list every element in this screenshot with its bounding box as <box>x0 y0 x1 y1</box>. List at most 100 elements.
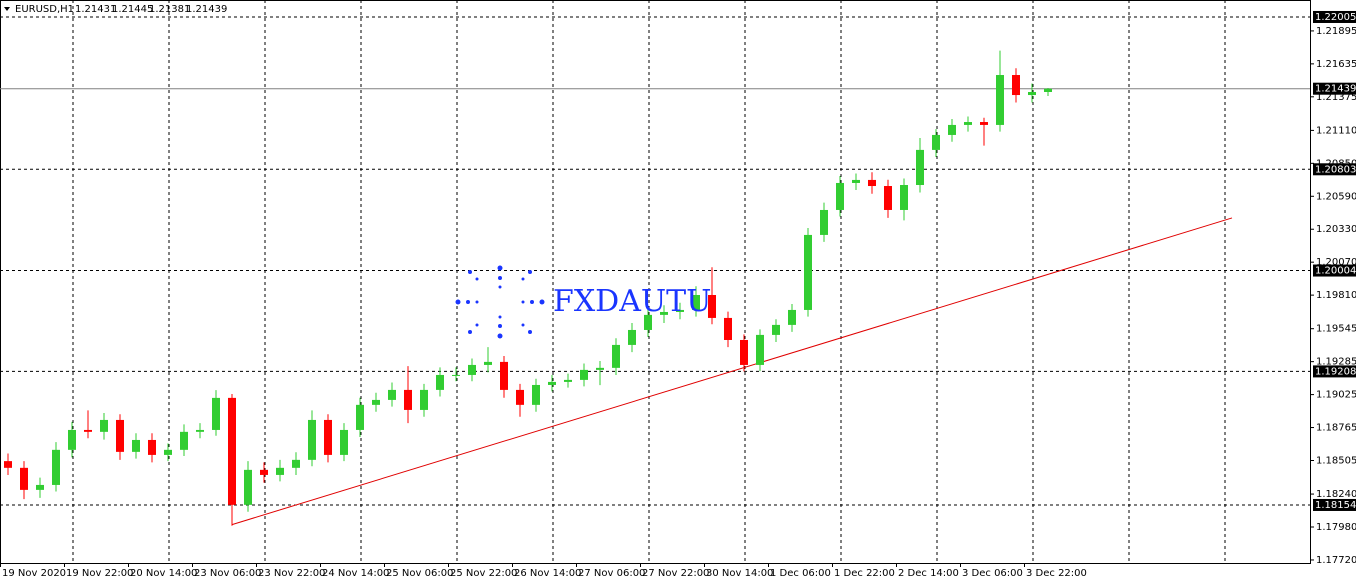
candle-body <box>628 329 636 345</box>
x-tick-label: 23 Nov 22:00 <box>258 568 325 579</box>
x-tick-label: 3 Dec 22:00 <box>1026 568 1087 579</box>
x-tick-label: 24 Nov 14:00 <box>322 568 389 579</box>
candle-body <box>836 182 844 210</box>
candle-body <box>884 186 892 210</box>
watermark: FXDAUTU <box>553 284 711 319</box>
candle-body <box>468 364 476 375</box>
candle-body <box>20 467 28 490</box>
candle-body <box>36 484 44 490</box>
x-tick-label: 19 Nov 2020 <box>2 568 66 579</box>
watermark-logo <box>455 265 545 339</box>
x-tick-label: 3 Dec 06:00 <box>962 568 1023 579</box>
candle-body <box>308 419 316 460</box>
candle-body <box>484 361 492 365</box>
bid-label-box <box>1313 82 1356 95</box>
level-label-box <box>1313 264 1356 277</box>
level-label-box <box>1313 365 1356 378</box>
candle-body <box>564 379 572 382</box>
header: EURUSD,H1 1.21431 1.21445 1.21381 1.2143… <box>4 4 227 15</box>
candle-body <box>580 369 588 380</box>
candle-body <box>100 419 108 432</box>
level-label: 1.19208 <box>1315 366 1356 377</box>
x-tick-label: 20 Nov 14:00 <box>130 568 197 579</box>
bid-label: 1.21439 <box>1315 84 1356 95</box>
candle-body <box>212 397 220 430</box>
candle-body <box>964 122 972 125</box>
quote-low: 1.21381 <box>149 4 190 15</box>
y-tick-label: 1.18505 <box>1316 455 1356 466</box>
candle-body <box>4 461 12 468</box>
candle-body <box>772 324 780 335</box>
y-tick-label: 1.18765 <box>1316 423 1356 434</box>
candle-body <box>388 389 396 400</box>
candle-body <box>116 419 124 452</box>
y-tick-label: 1.20590 <box>1316 191 1356 202</box>
candle-body <box>260 469 268 475</box>
x-tick-label: 2 Dec 14:00 <box>898 568 959 579</box>
y-tick-label: 1.20330 <box>1316 224 1356 235</box>
level-label: 1.20803 <box>1315 164 1356 175</box>
candle-body <box>1044 88 1052 92</box>
y-tick-label: 1.20070 <box>1316 257 1356 268</box>
candle-body <box>84 429 92 432</box>
candle-body <box>804 234 812 310</box>
level-label: 1.20004 <box>1315 266 1356 277</box>
y-tick-label: 1.17720 <box>1316 555 1356 566</box>
candle-body <box>436 374 444 390</box>
candle-body <box>452 374 460 376</box>
plot-frame <box>0 0 1311 564</box>
candle-body <box>196 429 204 432</box>
quote-close: 1.21439 <box>186 4 227 15</box>
y-tick-label: 1.18240 <box>1316 489 1356 500</box>
candle-body <box>724 317 732 340</box>
y-tick-label: 1.19025 <box>1316 390 1356 401</box>
candle-body <box>148 439 156 455</box>
candle-body <box>980 122 988 125</box>
trendline <box>231 217 1233 526</box>
x-tick-label: 26 Nov 14:00 <box>514 568 581 579</box>
candle-body <box>660 311 668 315</box>
candle-body <box>692 294 700 310</box>
candle-body <box>740 339 748 365</box>
header-arrow <box>4 7 10 11</box>
candle-body <box>676 309 684 312</box>
candle-body <box>228 397 236 505</box>
candle-body <box>868 179 876 187</box>
quote-high: 1.21445 <box>112 4 153 15</box>
candle-body <box>916 149 924 186</box>
x-tick-label: 25 Nov 22:00 <box>450 568 517 579</box>
candle-body <box>532 384 540 405</box>
candle-body <box>244 469 252 505</box>
x-tick-label: 19 Nov 22:00 <box>66 568 133 579</box>
level-label-box <box>1313 10 1356 23</box>
candle-body <box>788 309 796 325</box>
candle-body <box>132 439 140 452</box>
candle-body <box>404 389 412 410</box>
x-tick-label: 27 Nov 06:00 <box>578 568 645 579</box>
candle-body <box>372 399 380 405</box>
x-tick-label: 1 Dec 06:00 <box>770 568 831 579</box>
candle-body <box>548 381 556 385</box>
y-tick-label: 1.19810 <box>1316 290 1356 301</box>
candle-body <box>996 75 1004 125</box>
candle-body <box>340 429 348 455</box>
candle-body <box>68 429 76 450</box>
y-tick-label: 1.21635 <box>1316 59 1356 70</box>
candle-body <box>644 314 652 330</box>
level-label: 1.22005 <box>1315 12 1356 23</box>
y-tick-label: 1.17980 <box>1316 522 1356 533</box>
candle-body <box>420 389 428 410</box>
candle-body <box>292 459 300 468</box>
y-tick-label: 1.21375 <box>1316 92 1356 103</box>
x-tick-label: 30 Nov 14:00 <box>706 568 773 579</box>
candle-body <box>356 404 364 430</box>
quote-open: 1.21431 <box>75 4 116 15</box>
x-tick-label: 23 Nov 06:00 <box>194 568 261 579</box>
candle-body <box>900 185 908 210</box>
candle-body <box>1012 75 1020 96</box>
symbol: EURUSD,H1 <box>15 4 74 15</box>
candle-body <box>820 209 828 235</box>
level-label: 1.18154 <box>1315 500 1356 511</box>
candle-body <box>932 134 940 150</box>
